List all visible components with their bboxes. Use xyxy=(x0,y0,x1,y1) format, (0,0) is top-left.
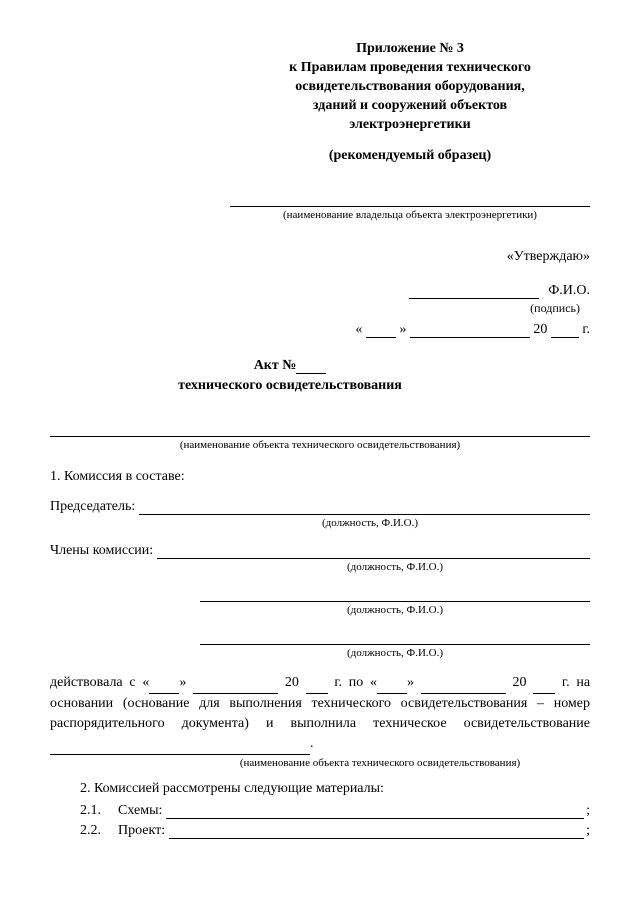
member-field-1 xyxy=(157,544,590,559)
body-t5: » xyxy=(407,675,421,690)
item-2-2-semi: ; xyxy=(584,823,590,839)
chairman-row: Председатель: xyxy=(50,499,590,515)
body-t1: действовала с « xyxy=(50,675,149,690)
approval-date-row: « » 20 г. xyxy=(50,322,590,338)
item-2-2-field xyxy=(169,824,584,839)
to-month xyxy=(421,693,506,694)
body-t4: г. по « xyxy=(328,675,377,690)
section-2-title: 2. Комиссией рассмотрены следующие матер… xyxy=(50,781,590,797)
chairman-caption: (должность, Ф.И.О.) xyxy=(50,517,590,529)
chairman-field xyxy=(139,500,590,515)
date-close-quote: » xyxy=(396,322,407,337)
day-field xyxy=(366,337,396,338)
item-2-1-semi: ; xyxy=(584,803,590,819)
fio-row: Ф.И.О. xyxy=(50,283,590,299)
from-day xyxy=(149,693,179,694)
from-year xyxy=(306,693,328,694)
item-2-1: 2.1. Схемы: ; xyxy=(50,803,590,819)
sample-label: (рекомендуемый образец) xyxy=(230,148,590,164)
member-caption-3: (должность, Ф.И.О.) xyxy=(50,647,590,659)
chairman-label: Председатель: xyxy=(50,499,139,515)
to-day xyxy=(377,693,407,694)
body-period: . xyxy=(310,736,314,751)
month-field xyxy=(410,337,530,338)
act-title-prefix: Акт № xyxy=(254,358,297,373)
body-object-caption: (наименование объекта технического освид… xyxy=(50,757,590,769)
act-subtitle: технического освидетельствования xyxy=(0,378,590,394)
item-2-2: 2.2. Проект: ; xyxy=(50,823,590,839)
object-caption: (наименование объекта технического освид… xyxy=(50,439,590,451)
member-field-2 xyxy=(200,587,590,602)
body-t3: 20 xyxy=(278,675,305,690)
item-2-2-label: Проект: xyxy=(118,823,169,839)
date-open-quote: « xyxy=(355,322,366,337)
year-suffix: г. xyxy=(582,322,590,337)
item-2-1-num: 2.1. xyxy=(80,803,118,819)
object-name-line xyxy=(50,422,590,437)
owner-caption: (наименование владельца объекта электроэ… xyxy=(230,209,590,221)
appendix-header: Приложение № 3 к Правилам проведения тех… xyxy=(230,40,590,134)
year-prefix: 20 xyxy=(533,322,547,337)
member-field-3 xyxy=(200,630,590,645)
header-line-2: к Правилам проведения технического xyxy=(230,59,590,78)
from-month xyxy=(193,693,278,694)
member-caption-2: (должность, Ф.И.О.) xyxy=(50,604,590,616)
to-year xyxy=(533,693,555,694)
members-row: Члены комиссии: xyxy=(50,543,590,559)
object-inline-field xyxy=(50,754,310,755)
section-1-title: 1. Комиссия в составе: xyxy=(50,469,590,485)
approve-label: «Утверждаю» xyxy=(50,249,590,265)
header-line-4: зданий и сооружений объектов xyxy=(230,97,590,116)
header-line-5: электроэнергетики xyxy=(230,116,590,135)
owner-name-field xyxy=(230,192,590,207)
sign-caption: (подпись) xyxy=(50,301,590,316)
body-t6: 20 xyxy=(506,675,533,690)
item-2-1-field xyxy=(166,804,584,819)
item-2-2-num: 2.2. xyxy=(80,823,118,839)
body-paragraph: действовала с «» 20 г. по «» 20 г. на ос… xyxy=(50,673,590,754)
header-line-3: освидетельствования оборудования, xyxy=(230,78,590,97)
act-number-field xyxy=(296,373,326,374)
member-caption-1: (должность, Ф.И.О.) xyxy=(50,561,590,573)
item-2-1-label: Схемы: xyxy=(118,803,166,819)
fio-label: Ф.И.О. xyxy=(548,283,590,298)
members-label: Члены комиссии: xyxy=(50,543,157,559)
fio-underline xyxy=(409,298,539,299)
year-field xyxy=(551,337,579,338)
body-t2: » xyxy=(179,675,193,690)
header-line-1: Приложение № 3 xyxy=(230,40,590,59)
act-title: Акт № xyxy=(0,358,590,374)
